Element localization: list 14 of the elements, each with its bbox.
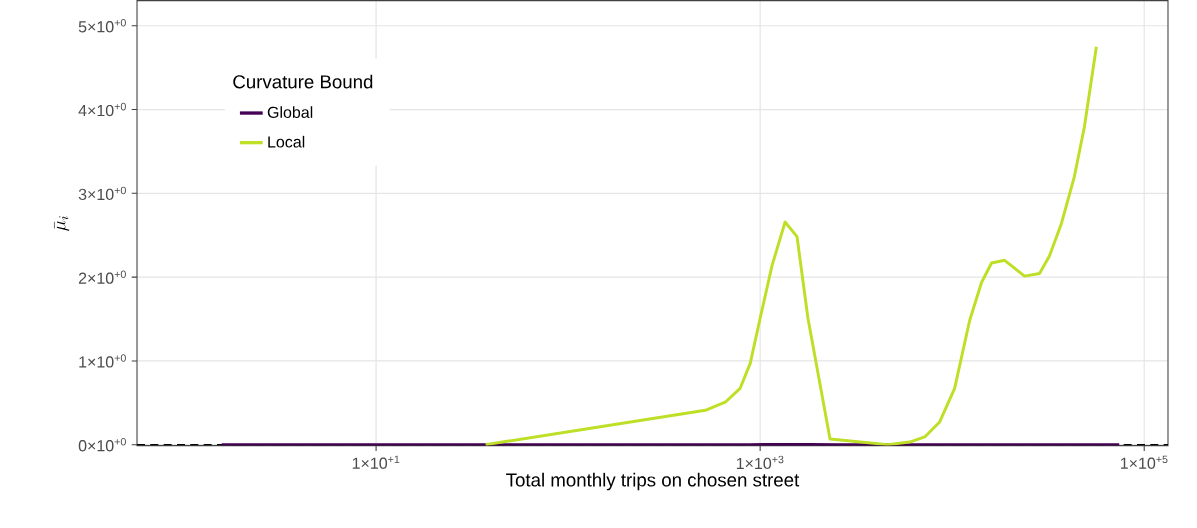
y-axis-title: $\bar{\mu}_i$ xyxy=(53,216,70,232)
legend-title: Curvature Bound xyxy=(233,74,373,89)
legend-label: Global xyxy=(267,106,313,119)
y-tick-label: 3×10$^{+0}$ xyxy=(78,186,126,201)
y-tick-label: 5×10$^{+0}$ xyxy=(78,19,126,33)
y-tick-label: 2×10$^{+0}$ xyxy=(78,270,126,285)
x-tick-label: 1×10$^{+1}$ xyxy=(352,455,400,470)
y-tick-label: 0×10$^{+0}$ xyxy=(78,438,126,452)
x-tick-label: 1×10$^{+5}$ xyxy=(1120,455,1168,470)
y-tick-label: 1×10$^{+0}$ xyxy=(79,354,126,368)
legend-label: Local xyxy=(268,136,305,148)
y-tick-label: 4×10$^{+0}$ xyxy=(78,103,126,117)
x-axis-title: Total monthly trips on chosen street xyxy=(506,473,800,491)
x-tick-label: 1×10$^{+3}$ xyxy=(736,455,784,470)
